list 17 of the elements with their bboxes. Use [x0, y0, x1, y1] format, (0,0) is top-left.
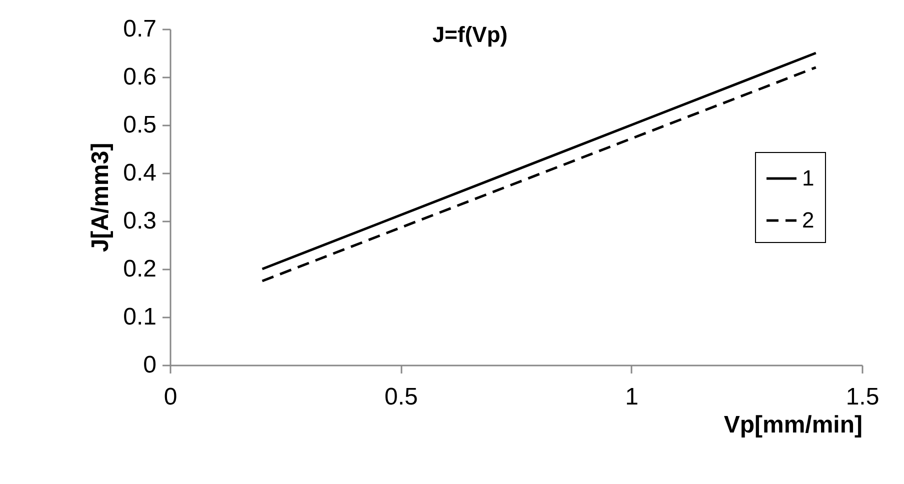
y-tick-label: 0.3	[123, 208, 156, 234]
y-tick-label: 0.6	[123, 64, 156, 90]
x-tick-label: 1	[625, 384, 639, 410]
x-tick-label: 0.5	[384, 384, 418, 410]
chart-title: J=f(Vp)	[432, 22, 508, 47]
y-axis-title: J[A/mm3]	[87, 142, 114, 252]
y-tick-label: 0	[143, 352, 156, 378]
x-axis-title: Vp[mm/min]	[724, 412, 862, 438]
y-tick-label: 0.1	[123, 304, 156, 330]
y-tick-label: 0.2	[123, 256, 156, 282]
x-tick-label: 0	[164, 384, 178, 410]
y-tick-label: 0.7	[123, 16, 156, 42]
x-tick-label: 1.5	[846, 384, 880, 410]
legend-label: 1	[802, 166, 814, 190]
legend-label: 2	[802, 208, 814, 232]
y-tick-label: 0.5	[123, 112, 156, 138]
y-tick-label: 0.4	[123, 160, 156, 186]
